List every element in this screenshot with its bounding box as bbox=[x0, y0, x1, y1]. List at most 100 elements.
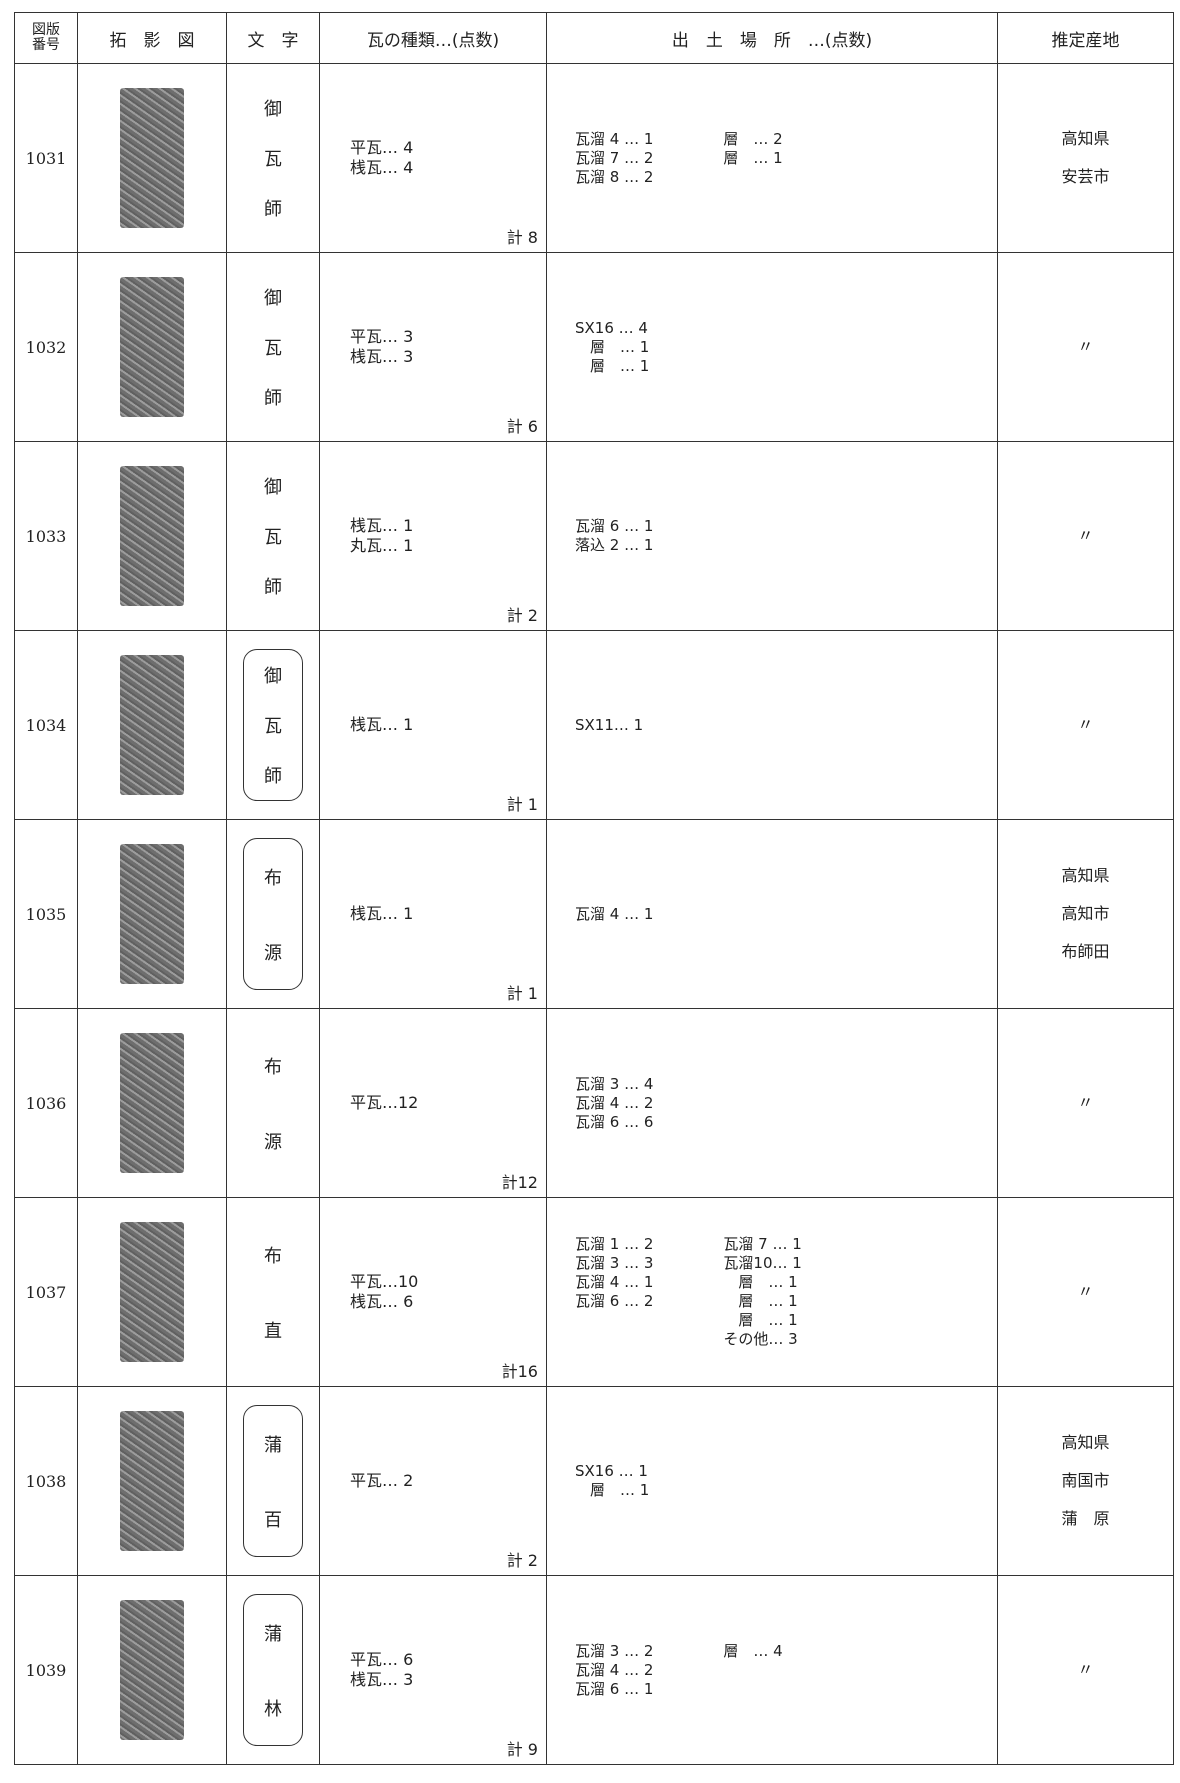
rubbing-cell bbox=[77, 1197, 227, 1387]
inscription-char: 百 bbox=[264, 1509, 282, 1531]
tile-type: 桟瓦… 1 bbox=[350, 904, 414, 923]
inscription-char: 師 bbox=[264, 388, 282, 409]
plate-number: 1033 bbox=[14, 441, 78, 631]
rubbing-cell bbox=[77, 630, 227, 820]
inscription: 御瓦師 bbox=[243, 649, 303, 801]
inscription: 蒲林 bbox=[243, 1594, 303, 1746]
inscription: 御瓦師 bbox=[244, 272, 302, 422]
inscription: 蒲百 bbox=[243, 1405, 303, 1557]
header-cell: 瓦の種類…(点数) bbox=[319, 12, 547, 64]
locations-cell: SX16 … 1 層 … 1 bbox=[546, 1386, 998, 1576]
origin-line: 安芸市 bbox=[1061, 167, 1110, 186]
inscription-char: 蒲 bbox=[264, 1434, 282, 1456]
location-column: SX16 … 4 層 … 1 層 … 1 bbox=[575, 319, 649, 376]
plate-number: 1039 bbox=[14, 1575, 78, 1765]
header-cell: 推定産地 bbox=[997, 12, 1174, 64]
inscription-char: 布 bbox=[264, 1245, 282, 1267]
origin-line: 〃 bbox=[1077, 337, 1094, 356]
record-row: 1035 布源 桟瓦… 1 計 1 瓦溜 4 … 1 高知県 高知市 布師田 bbox=[14, 819, 1174, 1009]
tile-type: 丸瓦… 1 bbox=[350, 536, 414, 555]
rubbing-cell bbox=[77, 819, 227, 1009]
tile-total: 計 1 bbox=[506, 795, 538, 814]
header-text: 図版 bbox=[32, 22, 60, 38]
tile-types: 平瓦… 6 桟瓦… 3 bbox=[320, 1650, 546, 1690]
location: 瓦溜 3 … 2 bbox=[575, 1641, 654, 1660]
plate-number: 1034 bbox=[14, 630, 78, 820]
location-column: 瓦溜 1 … 2 瓦溜 3 … 3 瓦溜 4 … 1 瓦溜 6 … 2 bbox=[575, 1235, 653, 1349]
inscription-cell: 蒲百 bbox=[226, 1386, 320, 1576]
origin-cell: 〃 bbox=[997, 630, 1174, 820]
record-row: 1036 布源 平瓦…12 計12 瓦溜 3 … 4 瓦溜 4 … 2 瓦溜 6 … 6 〃 bbox=[14, 1008, 1174, 1198]
location-column: 瓦溜 6 … 1 落込 2 … 1 bbox=[575, 517, 653, 555]
origin-line: 高知市 bbox=[1061, 904, 1110, 923]
location: SX11… 1 bbox=[575, 715, 644, 734]
inscription-cell: 御瓦師 bbox=[226, 630, 320, 820]
tile-types-cell: 平瓦… 2 計 2 bbox=[319, 1386, 547, 1576]
inscription-char: 御 bbox=[264, 666, 282, 687]
tile-total: 計 1 bbox=[506, 984, 538, 1003]
location: 瓦溜 6 … 1 bbox=[575, 1679, 654, 1698]
tile-types-cell: 桟瓦… 1 計 1 bbox=[319, 630, 547, 820]
origin-cell: 高知県 南国市蒲 原 bbox=[997, 1386, 1174, 1576]
inscription-char: 師 bbox=[264, 199, 282, 220]
locations: SX16 … 1 層 … 1 bbox=[547, 1462, 997, 1500]
rubbing-image bbox=[120, 1222, 184, 1362]
tile-type: 平瓦…10 bbox=[350, 1272, 419, 1291]
location-column: SX11… 1 bbox=[575, 716, 643, 735]
header-cell: 文 字 bbox=[226, 12, 320, 64]
inscription-char: 源 bbox=[264, 942, 282, 964]
rubbing-image bbox=[120, 277, 184, 417]
rubbing-cell bbox=[77, 252, 227, 442]
location: 層 … 1 bbox=[575, 356, 650, 375]
rubbing-image bbox=[120, 655, 184, 795]
tile-types-cell: 平瓦…12 計12 bbox=[319, 1008, 547, 1198]
tile-types: 平瓦… 3 桟瓦… 3 bbox=[320, 327, 546, 367]
origin-line: 高知県 bbox=[1061, 866, 1110, 885]
origin-cell: 高知県 安芸市 bbox=[997, 63, 1174, 253]
tile-type: 桟瓦… 4 bbox=[350, 158, 414, 177]
location: 瓦溜 1 … 2 bbox=[575, 1235, 654, 1253]
inscription-cell: 布源 bbox=[226, 1008, 320, 1198]
rubbing-image bbox=[120, 1411, 184, 1551]
origin-line: 蒲 原 bbox=[1061, 1509, 1110, 1528]
location: 層 … 1 bbox=[723, 148, 783, 167]
inscription-char: 師 bbox=[264, 766, 282, 787]
location: 瓦溜 7 … 2 bbox=[575, 148, 654, 167]
inscription-char: 蒲 bbox=[264, 1623, 282, 1645]
rubbing-image bbox=[120, 466, 184, 606]
inscription-cell: 御瓦師 bbox=[226, 441, 320, 631]
location: 瓦溜 6 … 6 bbox=[575, 1112, 654, 1131]
record-table: 図版 番号拓 影 図文 字瓦の種類…(点数) 出 土 場 所 …(点数) 推定産地 1… bbox=[14, 12, 1174, 1765]
tile-type: 桟瓦… 3 bbox=[350, 347, 414, 366]
location: 瓦溜 7 … 1 bbox=[723, 1235, 802, 1253]
locations-cell: 瓦溜 1 … 2 瓦溜 3 … 3 瓦溜 4 … 1 瓦溜 6 … 2 瓦溜 7 … 1… bbox=[546, 1197, 998, 1387]
plate-number: 1036 bbox=[14, 1008, 78, 1198]
location: 層 … 1 bbox=[575, 337, 650, 356]
rubbing-image bbox=[120, 1600, 184, 1740]
location-column: 層 … 4 bbox=[723, 1642, 782, 1699]
plate-number: 1032 bbox=[14, 252, 78, 442]
location-column: 瓦溜 4 … 1 瓦溜 7 … 2 瓦溜 8 … 2 bbox=[575, 130, 653, 187]
origin-cell: 〃 bbox=[997, 1008, 1174, 1198]
plate-number: 1038 bbox=[14, 1386, 78, 1576]
inscription-char: 師 bbox=[264, 577, 282, 598]
location: 瓦溜 4 … 2 bbox=[575, 1660, 654, 1679]
header-cell: 出 土 場 所 …(点数) bbox=[546, 12, 998, 64]
inscription-char: 御 bbox=[264, 477, 282, 498]
tile-type: 桟瓦… 6 bbox=[350, 1292, 414, 1311]
record-row: 1037 布直平瓦…10 桟瓦… 6 計16 瓦溜 1 … 2 瓦溜 3 … 3 瓦溜 4 … bbox=[14, 1197, 1174, 1387]
rubbing-cell bbox=[77, 441, 227, 631]
location-column: 瓦溜 3 … 2 瓦溜 4 … 2 瓦溜 6 … 1 bbox=[575, 1642, 653, 1699]
tile-total: 計 8 bbox=[506, 228, 538, 247]
plate-number: 1031 bbox=[14, 63, 78, 253]
location: 瓦溜 4 … 1 bbox=[575, 904, 654, 923]
inscription-char: 直 bbox=[264, 1320, 282, 1342]
rubbing-cell bbox=[77, 63, 227, 253]
location: 層 … 4 bbox=[723, 1641, 783, 1660]
